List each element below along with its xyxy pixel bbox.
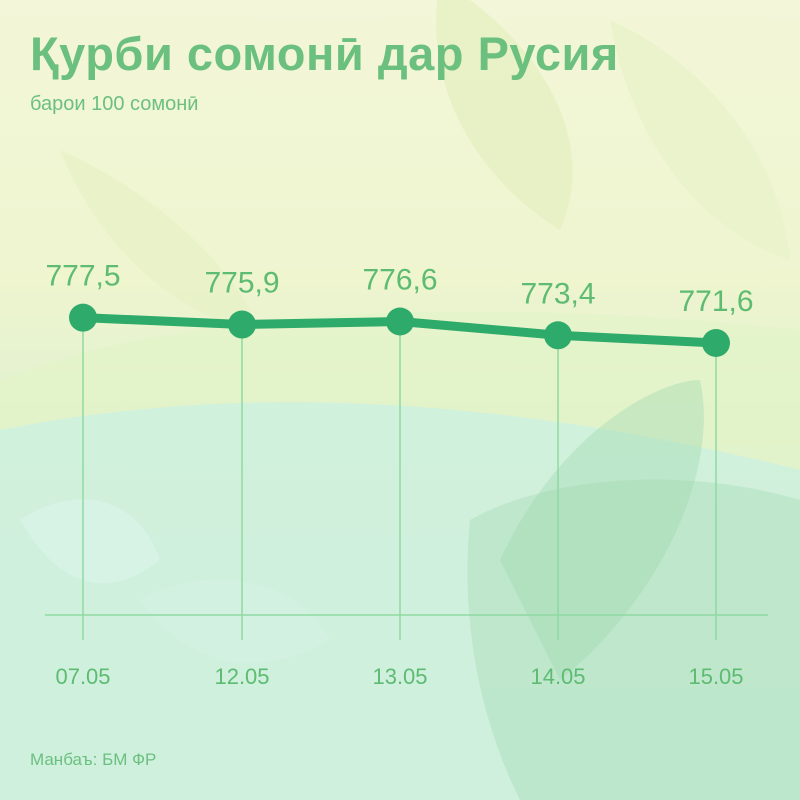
chart-title: Қурби сомонӣ дар Русия	[30, 27, 619, 80]
data-labels: 777,5 775,9 776,6 773,4 771,6	[45, 260, 753, 318]
x-tick-labels: 07.05 12.05 13.05 14.05 15.05	[55, 664, 743, 689]
chart-subtitle: барои 100 сомонӣ	[30, 93, 199, 115]
data-label-14.05: 773,4	[520, 277, 595, 310]
data-point-12.05	[228, 310, 256, 339]
vertical-guides	[82, 317, 717, 640]
x-tick-label-12.05: 12.05	[214, 664, 269, 689]
data-points	[69, 303, 730, 357]
x-tick-label-07.05: 07.05	[55, 664, 110, 689]
source-note: Манбаъ: БМ ФР	[30, 750, 157, 769]
data-label-15.05: 771,6	[678, 285, 753, 318]
data-point-07.05	[69, 303, 97, 332]
data-label-13.05: 776,6	[362, 264, 437, 297]
x-tick-label-13.05: 13.05	[372, 664, 427, 689]
data-point-15.05	[702, 329, 730, 357]
data-label-07.05: 777,5	[45, 260, 120, 293]
data-point-14.05	[544, 321, 572, 350]
data-label-12.05: 775,9	[204, 267, 279, 300]
x-tick-label-14.05: 14.05	[530, 664, 585, 689]
x-tick-label-15.05: 15.05	[688, 664, 743, 689]
data-point-13.05	[386, 307, 414, 336]
